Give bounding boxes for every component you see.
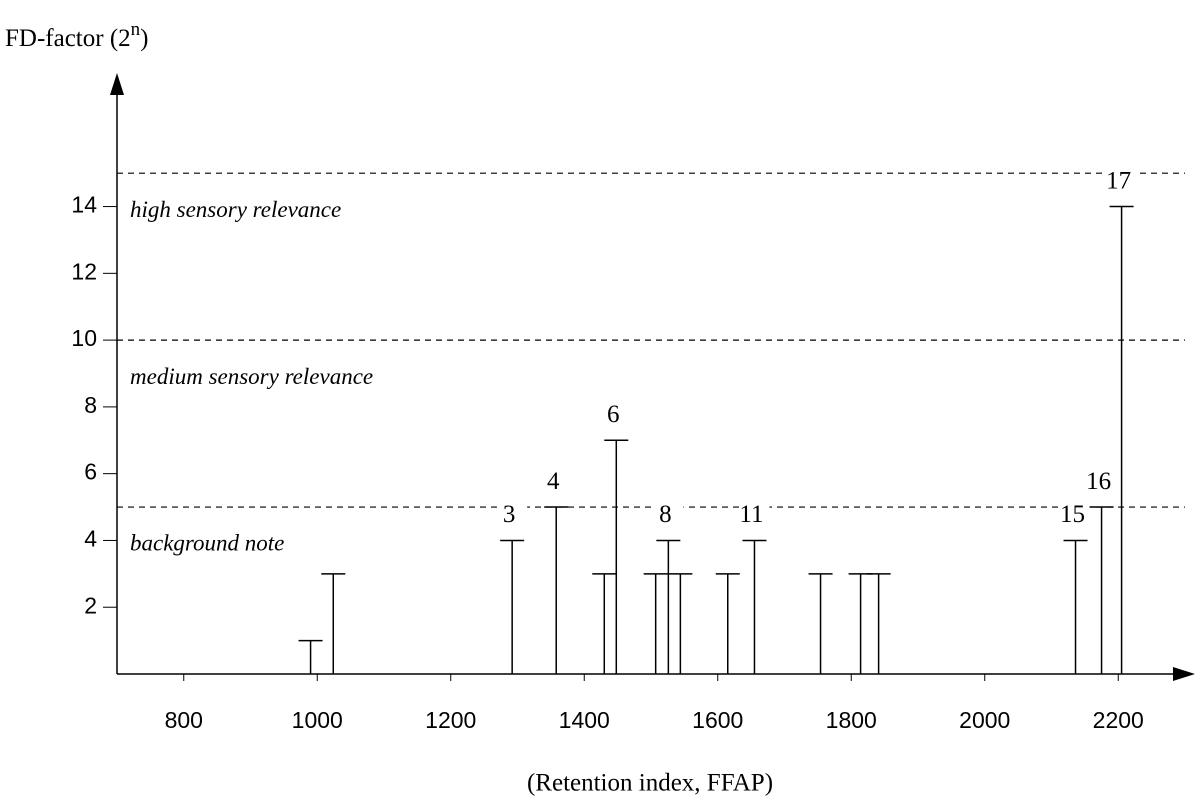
peak-label-bg [497, 502, 528, 531]
peak-label: 11 [739, 501, 763, 528]
region-annotation: high sensory relevance [130, 197, 341, 222]
x-tick-label: 1800 [826, 707, 877, 733]
y-axis-arrow [110, 73, 124, 95]
y-axis-label: FD-factor (2n) [5, 19, 148, 51]
y-tick-label: 10 [71, 325, 97, 351]
y-label-base: FD-factor (2 [5, 25, 131, 52]
region-annotation: medium sensory relevance [130, 364, 373, 389]
peak-label-bg [1106, 168, 1137, 197]
x-tick-label: 1200 [425, 707, 476, 733]
peak-label: 15 [1060, 501, 1085, 528]
x-tick-label: 800 [165, 707, 203, 733]
x-tick-label: 2200 [1093, 707, 1144, 733]
x-axis-arrow [1173, 667, 1195, 681]
x-tick-label: 1000 [292, 707, 343, 733]
peak-label: 8 [659, 501, 672, 528]
y-tick-label: 12 [71, 258, 97, 284]
peak-label-bg [1086, 469, 1117, 498]
peak-label-bg [601, 402, 632, 431]
peak-label: 17 [1106, 167, 1131, 194]
peak-label-bg [739, 502, 770, 531]
x-tick-label: 1600 [692, 707, 743, 733]
x-axis-label: (Retention index, FFAP) [527, 770, 773, 797]
peak-label: 6 [607, 401, 620, 428]
y-label-close: ) [140, 25, 148, 52]
y-label-exponent: n [131, 19, 141, 40]
region-annotation: background note [130, 531, 284, 556]
peak-label-bg [541, 469, 572, 498]
peak-label-bg [1060, 502, 1091, 531]
y-tick-label: 2 [84, 592, 97, 618]
peak-label: 16 [1086, 468, 1111, 495]
y-tick-label: 6 [84, 459, 97, 485]
y-tick-label: 14 [71, 192, 97, 218]
y-tick-label: 4 [84, 526, 97, 552]
peak-label: 4 [547, 468, 560, 495]
x-tick-label: 1400 [559, 707, 610, 733]
peak-label: 3 [503, 501, 516, 528]
x-tick-label: 2000 [959, 707, 1010, 733]
y-tick-label: 8 [84, 392, 97, 418]
peak-label-bg [653, 502, 684, 531]
